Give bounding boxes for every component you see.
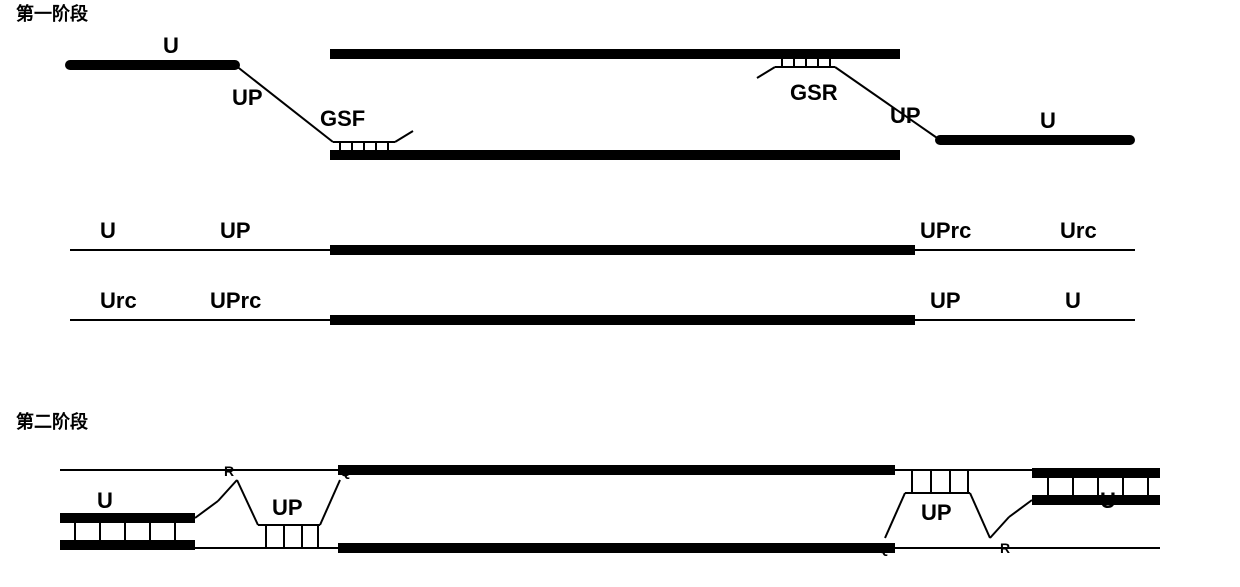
stage1-heading: 第一阶段	[16, 0, 88, 26]
label-gsr: GSR	[790, 80, 838, 106]
stage2-right-up: UP	[921, 500, 952, 526]
rowA-urc: Urc	[1060, 218, 1097, 244]
molecular-diagram	[0, 0, 1240, 587]
label-u-left: U	[163, 33, 179, 59]
rowB-uprc: UPrc	[210, 288, 261, 314]
label-u-right: U	[1040, 108, 1056, 134]
stage2-left-u: U	[97, 488, 113, 514]
rowA-uprc: UPrc	[920, 218, 971, 244]
stage2-left-r: R	[224, 463, 234, 479]
label-gsf: GSF	[320, 106, 365, 132]
rowA-u: U	[100, 218, 116, 244]
stage2-left-up: UP	[272, 495, 303, 521]
stage2-left-q: Q	[340, 463, 351, 479]
stage2-right-u: U	[1100, 488, 1116, 514]
rowB-up: UP	[930, 288, 961, 314]
rowB-u: U	[1065, 288, 1081, 314]
stage2-heading: 第二阶段	[16, 408, 88, 434]
rowA-up: UP	[220, 218, 251, 244]
stage2-right-q: Q	[878, 540, 889, 556]
label-up-left: UP	[232, 85, 263, 111]
label-up-right: UP	[890, 103, 921, 129]
stage2-right-r: R	[1000, 540, 1010, 556]
rowB-urc: Urc	[100, 288, 137, 314]
